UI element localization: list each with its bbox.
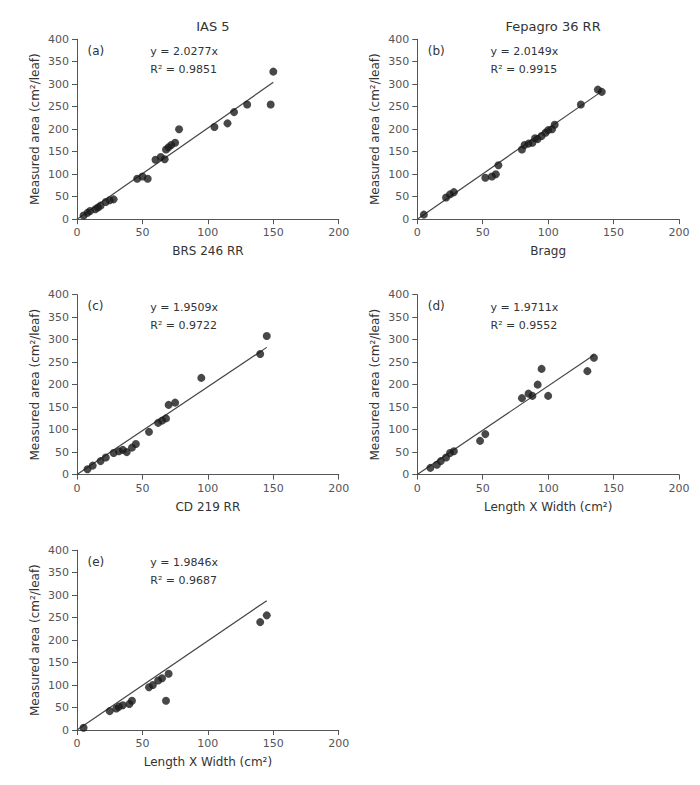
svg-text:150: 150: [388, 145, 409, 158]
svg-text:250: 250: [48, 100, 69, 113]
svg-text:50: 50: [55, 701, 69, 714]
svg-text:0: 0: [74, 737, 81, 750]
svg-text:y = 2.0149x: y = 2.0149x: [491, 45, 559, 58]
svg-text:100: 100: [538, 226, 559, 239]
svg-text:100: 100: [388, 168, 409, 181]
svg-text:R² = 0.9915: R² = 0.9915: [491, 63, 558, 76]
svg-text:(e): (e): [87, 555, 104, 569]
svg-text:0: 0: [74, 226, 81, 239]
svg-text:50: 50: [395, 446, 409, 459]
svg-text:Measured area (cm²/leaf): Measured area (cm²/leaf): [28, 564, 42, 716]
svg-text:350: 350: [388, 311, 409, 324]
svg-text:200: 200: [388, 378, 409, 391]
svg-text:300: 300: [48, 78, 69, 91]
svg-text:100: 100: [388, 423, 409, 436]
svg-text:200: 200: [48, 378, 69, 391]
svg-text:400: 400: [48, 288, 69, 301]
svg-text:(c): (c): [87, 299, 103, 313]
svg-text:200: 200: [388, 123, 409, 136]
svg-text:300: 300: [48, 333, 69, 346]
svg-text:(d): (d): [428, 299, 445, 313]
svg-text:50: 50: [476, 226, 490, 239]
svg-text:50: 50: [476, 482, 490, 495]
svg-text:250: 250: [388, 356, 409, 369]
svg-text:R² = 0.9687: R² = 0.9687: [150, 574, 217, 587]
svg-text:150: 150: [48, 401, 69, 414]
svg-text:y = 2.0277x: y = 2.0277x: [150, 45, 218, 58]
svg-text:CD 219 RR: CD 219 RR: [175, 500, 240, 514]
svg-text:300: 300: [388, 78, 409, 91]
svg-text:Measured area (cm²/leaf): Measured area (cm²/leaf): [28, 309, 42, 461]
svg-text:250: 250: [48, 356, 69, 369]
svg-text:50: 50: [55, 446, 69, 459]
svg-text:400: 400: [48, 544, 69, 557]
svg-text:(a): (a): [87, 44, 104, 58]
svg-text:150: 150: [603, 482, 624, 495]
svg-text:300: 300: [48, 589, 69, 602]
svg-text:150: 150: [263, 226, 284, 239]
svg-text:Measured area (cm²/leaf): Measured area (cm²/leaf): [28, 53, 42, 205]
svg-text:100: 100: [538, 482, 559, 495]
svg-text:IAS 5: IAS 5: [196, 19, 229, 34]
svg-text:Length X Width (cm²): Length X Width (cm²): [484, 500, 612, 514]
svg-text:250: 250: [388, 100, 409, 113]
svg-text:350: 350: [48, 566, 69, 579]
svg-text:150: 150: [48, 656, 69, 669]
svg-text:150: 150: [48, 145, 69, 158]
svg-text:y = 1.9509x: y = 1.9509x: [150, 301, 218, 314]
svg-text:50: 50: [395, 190, 409, 203]
svg-text:400: 400: [48, 33, 69, 46]
svg-text:200: 200: [328, 737, 349, 750]
svg-text:200: 200: [48, 123, 69, 136]
svg-text:200: 200: [669, 226, 690, 239]
svg-text:0: 0: [402, 213, 409, 226]
svg-text:150: 150: [388, 401, 409, 414]
svg-text:0: 0: [414, 482, 421, 495]
svg-text:350: 350: [48, 55, 69, 68]
svg-text:200: 200: [328, 482, 349, 495]
svg-text:Measured area (cm²/leaf): Measured area (cm²/leaf): [368, 53, 382, 205]
svg-text:R² = 0.9722: R² = 0.9722: [150, 319, 217, 332]
svg-text:50: 50: [55, 190, 69, 203]
svg-text:150: 150: [263, 482, 284, 495]
svg-text:0: 0: [402, 468, 409, 481]
svg-text:50: 50: [135, 226, 149, 239]
svg-text:100: 100: [197, 226, 218, 239]
svg-text:y = 1.9711x: y = 1.9711x: [491, 301, 559, 314]
svg-text:300: 300: [388, 333, 409, 346]
svg-text:350: 350: [388, 55, 409, 68]
svg-text:200: 200: [48, 634, 69, 647]
svg-text:0: 0: [62, 213, 69, 226]
svg-text:Measured area (cm²/leaf): Measured area (cm²/leaf): [368, 309, 382, 461]
svg-text:150: 150: [263, 737, 284, 750]
svg-text:250: 250: [48, 611, 69, 624]
svg-text:50: 50: [135, 737, 149, 750]
svg-text:0: 0: [74, 482, 81, 495]
svg-text:0: 0: [62, 724, 69, 737]
svg-text:R² = 0.9552: R² = 0.9552: [491, 319, 558, 332]
svg-text:Bragg: Bragg: [530, 244, 566, 258]
svg-text:100: 100: [197, 482, 218, 495]
svg-text:400: 400: [388, 33, 409, 46]
svg-text:50: 50: [135, 482, 149, 495]
svg-text:100: 100: [48, 679, 69, 692]
svg-text:400: 400: [388, 288, 409, 301]
svg-text:200: 200: [328, 226, 349, 239]
svg-text:R² = 0.9851: R² = 0.9851: [150, 63, 217, 76]
svg-text:100: 100: [48, 168, 69, 181]
svg-text:200: 200: [669, 482, 690, 495]
svg-text:BRS 246 RR: BRS 246 RR: [172, 244, 243, 258]
svg-text:Length X Width (cm²): Length X Width (cm²): [144, 755, 272, 769]
svg-text:100: 100: [48, 423, 69, 436]
svg-text:0: 0: [414, 226, 421, 239]
svg-text:0: 0: [62, 468, 69, 481]
svg-text:(b): (b): [428, 44, 445, 58]
svg-text:350: 350: [48, 311, 69, 324]
svg-text:150: 150: [603, 226, 624, 239]
svg-text:Fepagro 36 RR: Fepagro 36 RR: [506, 19, 601, 34]
svg-text:100: 100: [197, 737, 218, 750]
svg-text:y = 1.9846x: y = 1.9846x: [150, 556, 218, 569]
